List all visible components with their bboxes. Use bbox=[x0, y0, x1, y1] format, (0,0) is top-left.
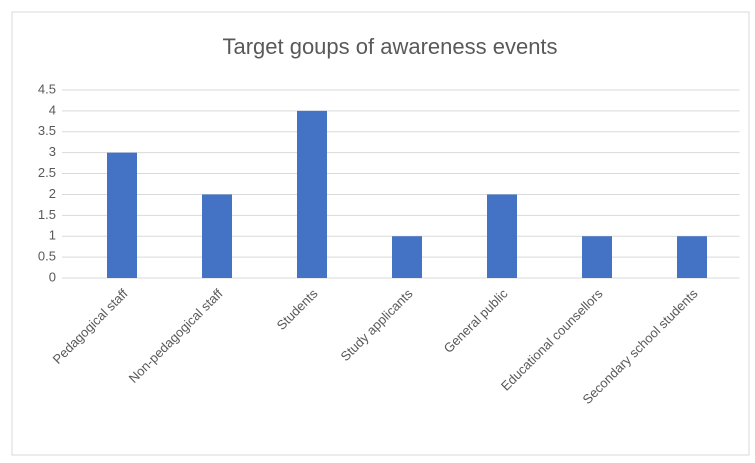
y-tick-label: 2.5 bbox=[38, 165, 56, 180]
y-tick-label: 2 bbox=[49, 186, 56, 201]
y-tick-label: 3 bbox=[49, 144, 56, 159]
bar bbox=[582, 236, 612, 278]
y-tick-label: 0.5 bbox=[38, 249, 56, 264]
y-tick-label: 1 bbox=[49, 228, 56, 243]
y-tick-label: 0 bbox=[49, 269, 56, 284]
y-tick-label: 4.5 bbox=[38, 81, 56, 96]
bar bbox=[677, 236, 707, 278]
y-tick-label: 4 bbox=[49, 102, 56, 117]
bar bbox=[107, 152, 137, 278]
chart-title: Target goups of awareness events bbox=[222, 34, 557, 59]
bar bbox=[487, 194, 517, 278]
bar bbox=[202, 194, 232, 278]
y-tick-label: 1.5 bbox=[38, 207, 56, 222]
y-tick-label: 3.5 bbox=[38, 123, 56, 138]
bar bbox=[392, 236, 422, 278]
bar bbox=[297, 110, 327, 278]
